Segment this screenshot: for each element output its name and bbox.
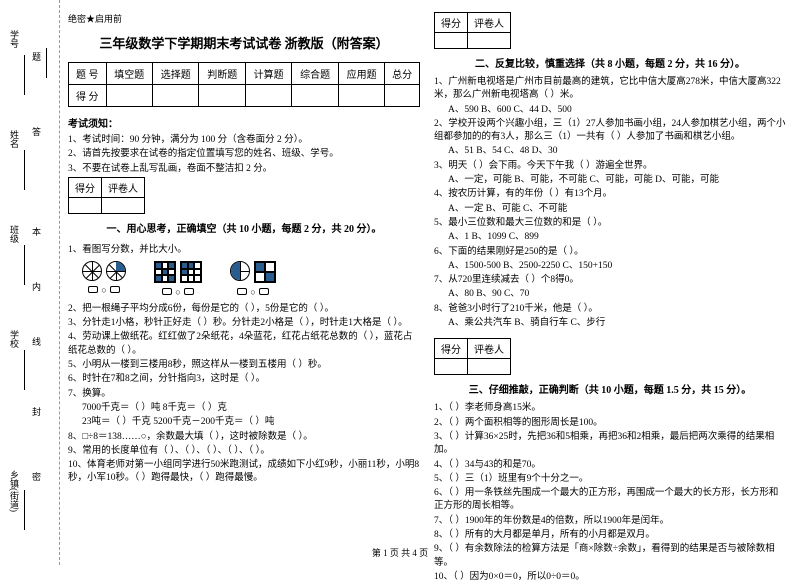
square-grid-icon [154, 261, 176, 283]
section-3-title: 三、仔细推敲，正确判断（共 10 小题，每题 1.5 分，共 15 分）。 [434, 381, 786, 396]
notice-item: 2、请首先按要求在试卷的指定位置填写您的姓名、班级、学号。 [68, 148, 420, 161]
sidebar-label-school: 学校 [8, 330, 21, 348]
score-header: 应用题 [338, 63, 384, 85]
edge-label: 本 [32, 225, 41, 238]
list-item: 8、（ ）所有的大月都是单月，所有的小月都是双月。 [434, 529, 786, 542]
list-item: 2、学校开设两个兴趣小组，三（1）27人参加书画小组，24人参加棋艺小组，两个小… [434, 118, 786, 145]
list-item: 8、爸爸3小时行了210千米，他是（ ）。 [434, 303, 786, 316]
notice-item: 1、考试时间：90 分钟，满分为 100 分（含卷面分 2 分）。 [68, 134, 420, 147]
list-item: 4、按农历计算，有的年份（ ）有13个月。 [434, 188, 786, 201]
list-item: 1、广州新电视塔是广州市目前最高的建筑，它比中信大厦高278米，中信大厦高322… [434, 76, 786, 103]
list-item: A、一定，可能 B、可能，不可能 C、可能，可能 D、可能，可能 [448, 174, 786, 187]
list-item: A、1500-500 B、2500-2250 C、150+150 [448, 260, 786, 273]
right-column: 得分评卷人 二、反复比较，慎重选择（共 8 小题，每题 2 分，共 16 分）。… [434, 0, 786, 585]
list-item: A、乘公共汽车 B、骑自行车 C、步行 [448, 317, 786, 330]
page-footer: 第 1 页 共 4 页 [0, 546, 800, 559]
score-header: 总分 [385, 63, 420, 85]
legend: ○ [162, 287, 193, 297]
list-item: 4、（ ）34与43的和是70。 [434, 459, 786, 472]
list-item: 6、下面的结果刚好是250的是（ ）。 [434, 246, 786, 259]
list-item: 8、□÷8＝138……○，余数最大填（ ），这时被除数是（ ）。 [68, 431, 420, 444]
exam-title: 三年级数学下学期期末考试试卷 浙教版（附答案） [68, 33, 420, 52]
list-item: 5、最小三位数和最大三位数的和是（ ）。 [434, 217, 786, 230]
list-item: A、80 B、90 C、70 [448, 288, 786, 301]
notice-title: 考试须知： [68, 115, 420, 130]
items-1: 2、把一根绳子平均分成6份，每份是它的（ ），5份是它的（ ）。 3、分针走1小… [68, 303, 420, 486]
circle-icon [230, 261, 250, 281]
edge-label: 答 [32, 125, 41, 138]
score-header: 填空题 [106, 63, 152, 85]
list-item: 7、从720里连续减去（ ）个8得0。 [434, 274, 786, 287]
score-label: 得 分 [69, 85, 107, 107]
binding-sidebar: 学号 姓名 班级 学校 乡镇(街道) 题 答 本 内 线 封 密 [0, 0, 60, 565]
legend: ○ [88, 285, 119, 295]
score-table: 题 号 填空题 选择题 判断题 计算题 综合题 应用题 总分 得 分 [68, 62, 420, 107]
question-1: 1、看图写分数，并比大小。 [68, 241, 420, 255]
list-item: 6、（ ）用一条铁丝先围成一个最大的正方形，再围成一个最大的长方形，长方形和正方… [434, 487, 786, 514]
sidebar-label-id: 学号 [8, 30, 21, 48]
figure-mixed: ○ [230, 261, 276, 297]
fraction-figures: ○ ○ ○ [82, 261, 420, 297]
list-item: A、51 B、54 C、48 D、30 [448, 145, 786, 158]
list-item: 2、（ ）两个面积相等的图形周长是100。 [434, 417, 786, 430]
list-item: 2、把一根绳子平均分成6份，每份是它的（ ），5份是它的（ ）。 [68, 303, 420, 316]
sidebar-label-town: 乡镇(街道) [8, 470, 21, 512]
score-header: 选择题 [153, 63, 199, 85]
sidebar-line [24, 55, 25, 95]
circle-icon [82, 261, 102, 281]
score-header: 题 号 [69, 63, 107, 85]
list-item: 5、小明从一楼到三楼用8秒，照这样从一楼到五楼用（ ）秒。 [68, 359, 420, 372]
list-item: 7000千克＝（ ）吨 8千克＝（ ）克 [82, 402, 420, 415]
list-item: 10、体育老师对第一小组同学进行50米跑测试，成绩如下小红9秒，小丽11秒，小明… [68, 459, 420, 486]
list-item: A、1 B、1099 C、899 [448, 231, 786, 244]
list-item: A、一定 B、可能 C、不可能 [448, 203, 786, 216]
notice-item: 3、不要在试卷上乱写乱画，卷面不整洁扣 2 分。 [68, 163, 420, 176]
notice-list: 1、考试时间：90 分钟，满分为 100 分（含卷面分 2 分）。 2、请首先按… [68, 134, 420, 176]
list-item: 1、（ ）李老师身高15米。 [434, 402, 786, 415]
grader-table-2: 得分评卷人 [434, 12, 511, 49]
left-column: 绝密★启用前 三年级数学下学期期末考试试卷 浙教版（附答案） 题 号 填空题 选… [68, 0, 420, 585]
edge-label: 封 [32, 405, 41, 418]
score-header: 计算题 [245, 63, 291, 85]
list-item: 7、（ ）1900年的年份数是4的倍数，所以1900年是闰年。 [434, 515, 786, 528]
square-grid-icon [254, 261, 276, 283]
list-item: 6、时针在7和8之间，分针指向3，这时是（ ）。 [68, 373, 420, 386]
edge-label: 题 [32, 50, 41, 63]
section-1-title: 一、用心思考，正确填空（共 10 小题，每题 2 分，共 20 分）。 [68, 220, 420, 235]
legend: ○ [237, 287, 268, 297]
list-item: 3、明天（ ）会下雨。今天下午我（ ）游遍全世界。 [434, 160, 786, 173]
grader-table: 得分评卷人 [68, 177, 145, 214]
sidebar-line [24, 150, 25, 190]
edge-label: 内 [32, 280, 41, 293]
list-item: 3、（ ）计算36×25时，先把36和5相乘，再把36和2相乘，最后把两次乘得的… [434, 431, 786, 458]
section-2-title: 二、反复比较，慎重选择（共 8 小题，每题 2 分，共 16 分）。 [434, 55, 786, 70]
sidebar-label-name: 姓名 [8, 130, 21, 148]
sidebar-line [24, 350, 25, 390]
edge-label: 密 [32, 470, 41, 483]
score-header: 综合题 [292, 63, 338, 85]
list-item: A、590 B、600 C、44 D、500 [448, 104, 786, 117]
grader-table-3: 得分评卷人 [434, 338, 511, 375]
items-2: 1、广州新电视塔是广州市目前最高的建筑，它比中信大厦高278米，中信大厦高322… [434, 76, 786, 330]
sidebar-line [24, 490, 25, 530]
circle-icon [106, 261, 126, 281]
list-item: 23吨＝（ ）千克 5200千克－200千克＝（ ）吨 [82, 416, 420, 429]
sidebar-line [24, 245, 25, 285]
list-item: 4、劳动课上做纸花。红红做了2朵纸花，4朵蓝花，红花占纸花总数的（ ），蓝花占纸… [68, 331, 420, 358]
square-grid-icon [180, 261, 202, 283]
score-header: 判断题 [199, 63, 245, 85]
list-item: 3、分针走1小格，秒针正好走（ ）秒。分针走2小格是（ ），时针走1大格是（ ）… [68, 317, 420, 330]
edge-label: 线 [32, 335, 41, 348]
list-item: 9、常用的长度单位有（ ）、（ ）、（ ）、（ ）、（ ）。 [68, 445, 420, 458]
list-item: 10、（ ）因为0×0＝0，所以0÷0＝0。 [434, 571, 786, 584]
figure-squares: ○ [154, 261, 202, 297]
sidebar-label-class: 班级 [8, 225, 21, 243]
list-item: 5、（ ）三（1）班里有9个十分之一。 [434, 473, 786, 486]
list-item: 7、换算。 [68, 388, 420, 401]
figure-circles: ○ [82, 261, 126, 295]
secret-note: 绝密★启用前 [68, 12, 420, 25]
